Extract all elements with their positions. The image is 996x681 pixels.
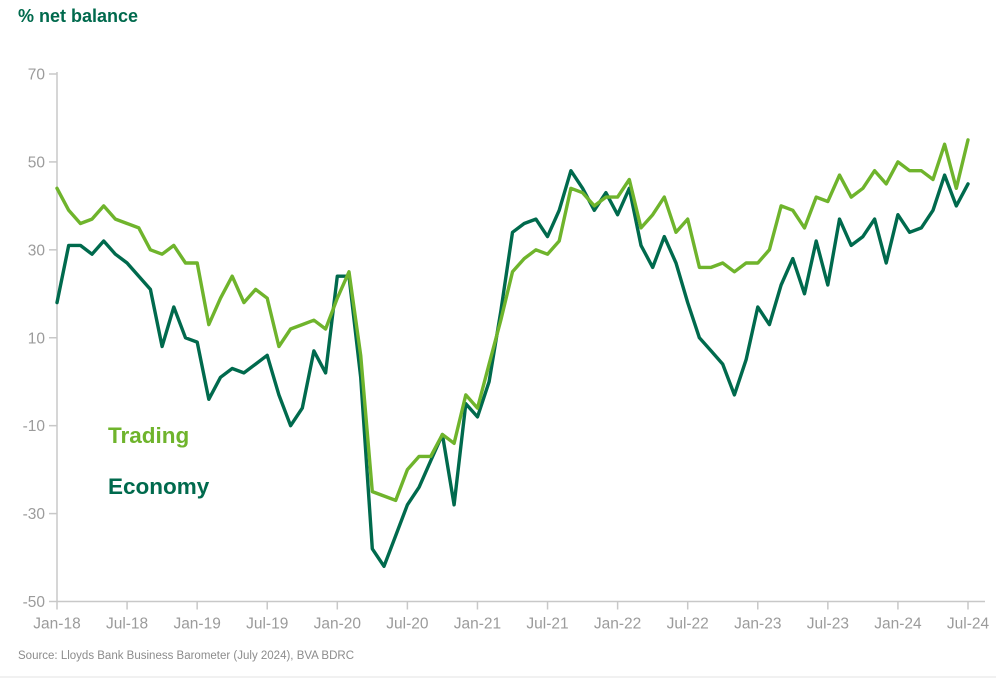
x-tick-label: Jan-22 (594, 616, 641, 633)
x-tick-label: Jul-24 (947, 616, 990, 633)
x-tick-label: Jan-18 (33, 616, 80, 633)
x-tick-label: Jul-20 (386, 616, 429, 633)
y-tick-label: -10 (23, 418, 46, 435)
legend-label-trading: Trading (108, 423, 189, 448)
x-tick-label: Jul-19 (246, 616, 288, 633)
legend-label-economy: Economy (108, 474, 210, 499)
chart-title: % net balance (18, 6, 139, 26)
x-tick-label: Jan-21 (454, 616, 501, 633)
y-tick-label: 30 (28, 242, 46, 259)
x-tick-label: Jul-18 (106, 616, 148, 633)
y-tick-label: 70 (28, 67, 46, 84)
x-tick-label: Jul-21 (526, 616, 568, 633)
axis-lines (56, 72, 985, 603)
x-tick-label: Jan-23 (734, 616, 781, 633)
x-tick-label: Jan-24 (874, 616, 922, 633)
y-tick-label: 10 (28, 330, 46, 347)
x-tick-label: Jul-23 (807, 616, 849, 633)
x-tick-label: Jan-19 (173, 616, 220, 633)
series-line-economy (55, 168, 970, 568)
bottom-divider (0, 676, 996, 678)
x-tick-label: Jan-20 (314, 616, 362, 633)
y-tick-label: -50 (23, 594, 46, 611)
y-tick-label: 50 (28, 154, 46, 171)
x-tick-label: Jul-22 (667, 616, 709, 633)
series-line-trading (55, 138, 970, 503)
source-note: Source: Lloyds Bank Business Barometer (… (18, 650, 354, 662)
y-tick-label: -30 (23, 506, 46, 523)
